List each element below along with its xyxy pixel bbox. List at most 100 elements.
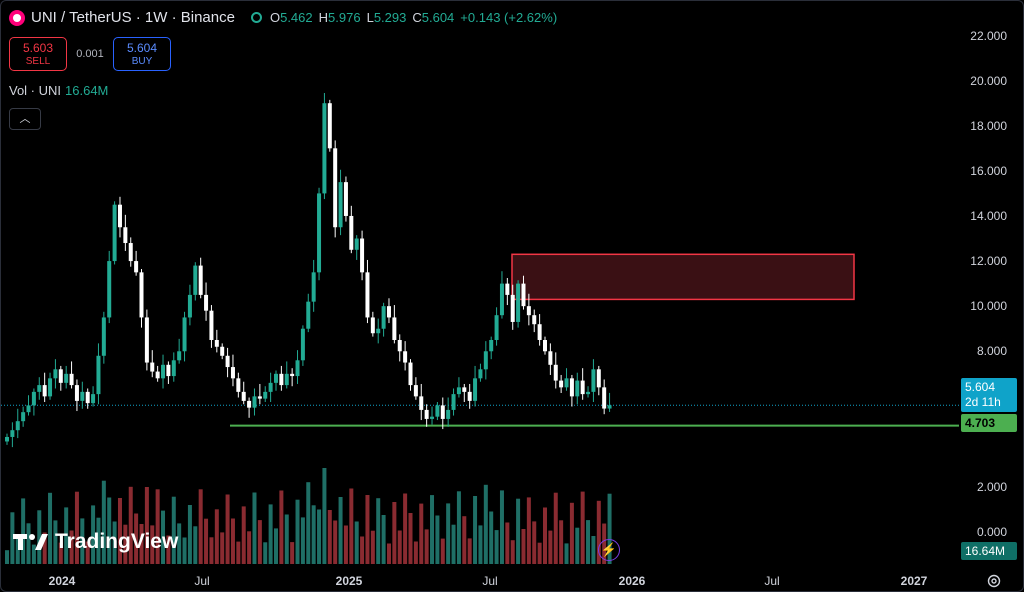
volume-bar bbox=[419, 503, 424, 564]
candle bbox=[236, 378, 241, 392]
time-tick: 2025 bbox=[335, 574, 363, 588]
candle bbox=[117, 204, 122, 228]
candle bbox=[408, 362, 413, 386]
candle bbox=[397, 339, 402, 352]
candle bbox=[155, 371, 160, 379]
volume-bar bbox=[381, 515, 386, 564]
candle bbox=[575, 380, 580, 397]
lightning-icon[interactable]: ⚡ bbox=[598, 539, 620, 561]
volume-axis-value: 16.64M bbox=[965, 544, 1006, 558]
candle bbox=[166, 364, 171, 377]
volume-bar bbox=[462, 516, 467, 564]
volume-bar bbox=[317, 509, 322, 564]
price-tick: 14.000 bbox=[970, 208, 1007, 223]
chevron-up-icon: ︿ bbox=[19, 113, 31, 125]
candle bbox=[5, 436, 9, 442]
candle bbox=[365, 272, 370, 318]
tradingview-logo[interactable]: TradingView bbox=[13, 530, 178, 554]
volume-bar bbox=[290, 542, 295, 564]
volume-bar bbox=[333, 520, 338, 564]
volume-bar bbox=[182, 537, 187, 564]
candle bbox=[290, 373, 295, 377]
volume-bar bbox=[483, 484, 488, 564]
candle bbox=[247, 400, 252, 408]
candle bbox=[300, 328, 305, 361]
candle bbox=[230, 367, 235, 379]
volume-bar bbox=[26, 523, 31, 564]
collapse-legend-button[interactable]: ︿ bbox=[9, 108, 41, 130]
candle bbox=[602, 387, 607, 409]
volume-bar bbox=[295, 499, 300, 564]
volume-bar bbox=[537, 542, 542, 564]
volume-bar bbox=[494, 530, 499, 564]
ohlc-readout: O5.462 H5.976 L5.293 C5.604 +0.143 (+2.6… bbox=[250, 10, 557, 25]
tradingview-logo-icon bbox=[13, 534, 48, 550]
candle bbox=[489, 339, 494, 352]
market-status-icon[interactable] bbox=[250, 12, 262, 23]
candle bbox=[505, 283, 510, 295]
volume-bar bbox=[397, 530, 402, 564]
candle bbox=[306, 301, 311, 329]
candle bbox=[559, 380, 564, 388]
sell-price: 5.603 bbox=[22, 41, 54, 55]
low-label: L bbox=[366, 10, 374, 25]
buy-label: BUY bbox=[131, 56, 153, 67]
volume-bar bbox=[268, 504, 273, 564]
volume-bar bbox=[117, 498, 122, 564]
candle bbox=[354, 238, 359, 250]
candle bbox=[446, 409, 451, 419]
candle bbox=[499, 283, 504, 316]
volume-legend[interactable]: Vol · UNI 16.64M bbox=[9, 83, 108, 98]
volume-bar bbox=[187, 505, 192, 564]
price-tick: 10.000 bbox=[970, 299, 1007, 314]
candle bbox=[263, 391, 268, 399]
candle bbox=[220, 346, 225, 356]
volume-bar bbox=[489, 511, 494, 564]
candle bbox=[187, 294, 192, 318]
candle bbox=[182, 317, 187, 352]
volume-bar bbox=[327, 510, 332, 564]
volume-bar bbox=[300, 517, 305, 564]
candle bbox=[569, 378, 574, 397]
candle bbox=[295, 360, 300, 377]
volume-bar bbox=[171, 496, 176, 564]
candle bbox=[510, 294, 515, 322]
candle bbox=[564, 378, 569, 388]
candle bbox=[204, 294, 209, 311]
candle bbox=[451, 394, 456, 410]
price-tick: 12.000 bbox=[970, 254, 1007, 269]
candle bbox=[349, 215, 354, 250]
volume-bar bbox=[569, 502, 574, 564]
candle bbox=[537, 324, 542, 340]
volume-bar bbox=[343, 525, 348, 564]
close-value: 5.604 bbox=[421, 10, 455, 25]
volume-bar bbox=[532, 521, 537, 564]
volume-value: 16.64M bbox=[65, 83, 109, 98]
spread-value: 0.001 bbox=[76, 48, 104, 60]
candle bbox=[403, 351, 408, 363]
price-tick: 2.000 bbox=[976, 479, 1007, 494]
candle bbox=[548, 351, 553, 365]
candle bbox=[10, 430, 15, 437]
sell-button[interactable]: 5.603 SELL bbox=[9, 37, 67, 71]
volume-bar bbox=[435, 515, 440, 564]
candle bbox=[91, 394, 96, 404]
volume-bar bbox=[516, 498, 521, 564]
buy-button[interactable]: 5.604 BUY bbox=[113, 37, 171, 71]
buy-price: 5.604 bbox=[126, 41, 158, 55]
candle bbox=[85, 391, 90, 404]
volume-bar bbox=[21, 498, 26, 564]
resistance-zone[interactable] bbox=[511, 253, 855, 301]
candle bbox=[392, 317, 397, 340]
candle bbox=[521, 283, 526, 307]
candle bbox=[274, 373, 278, 383]
volume-bar bbox=[559, 520, 564, 564]
support-value: 4.703 bbox=[965, 416, 996, 430]
sell-label: SELL bbox=[25, 56, 51, 67]
candle bbox=[198, 265, 203, 295]
volume-bar bbox=[365, 495, 370, 564]
candle bbox=[360, 238, 365, 273]
symbol-title[interactable]: UNI / TetherUS · 1W · Binance bbox=[31, 9, 235, 26]
settings-gear-icon[interactable] bbox=[986, 573, 1002, 589]
